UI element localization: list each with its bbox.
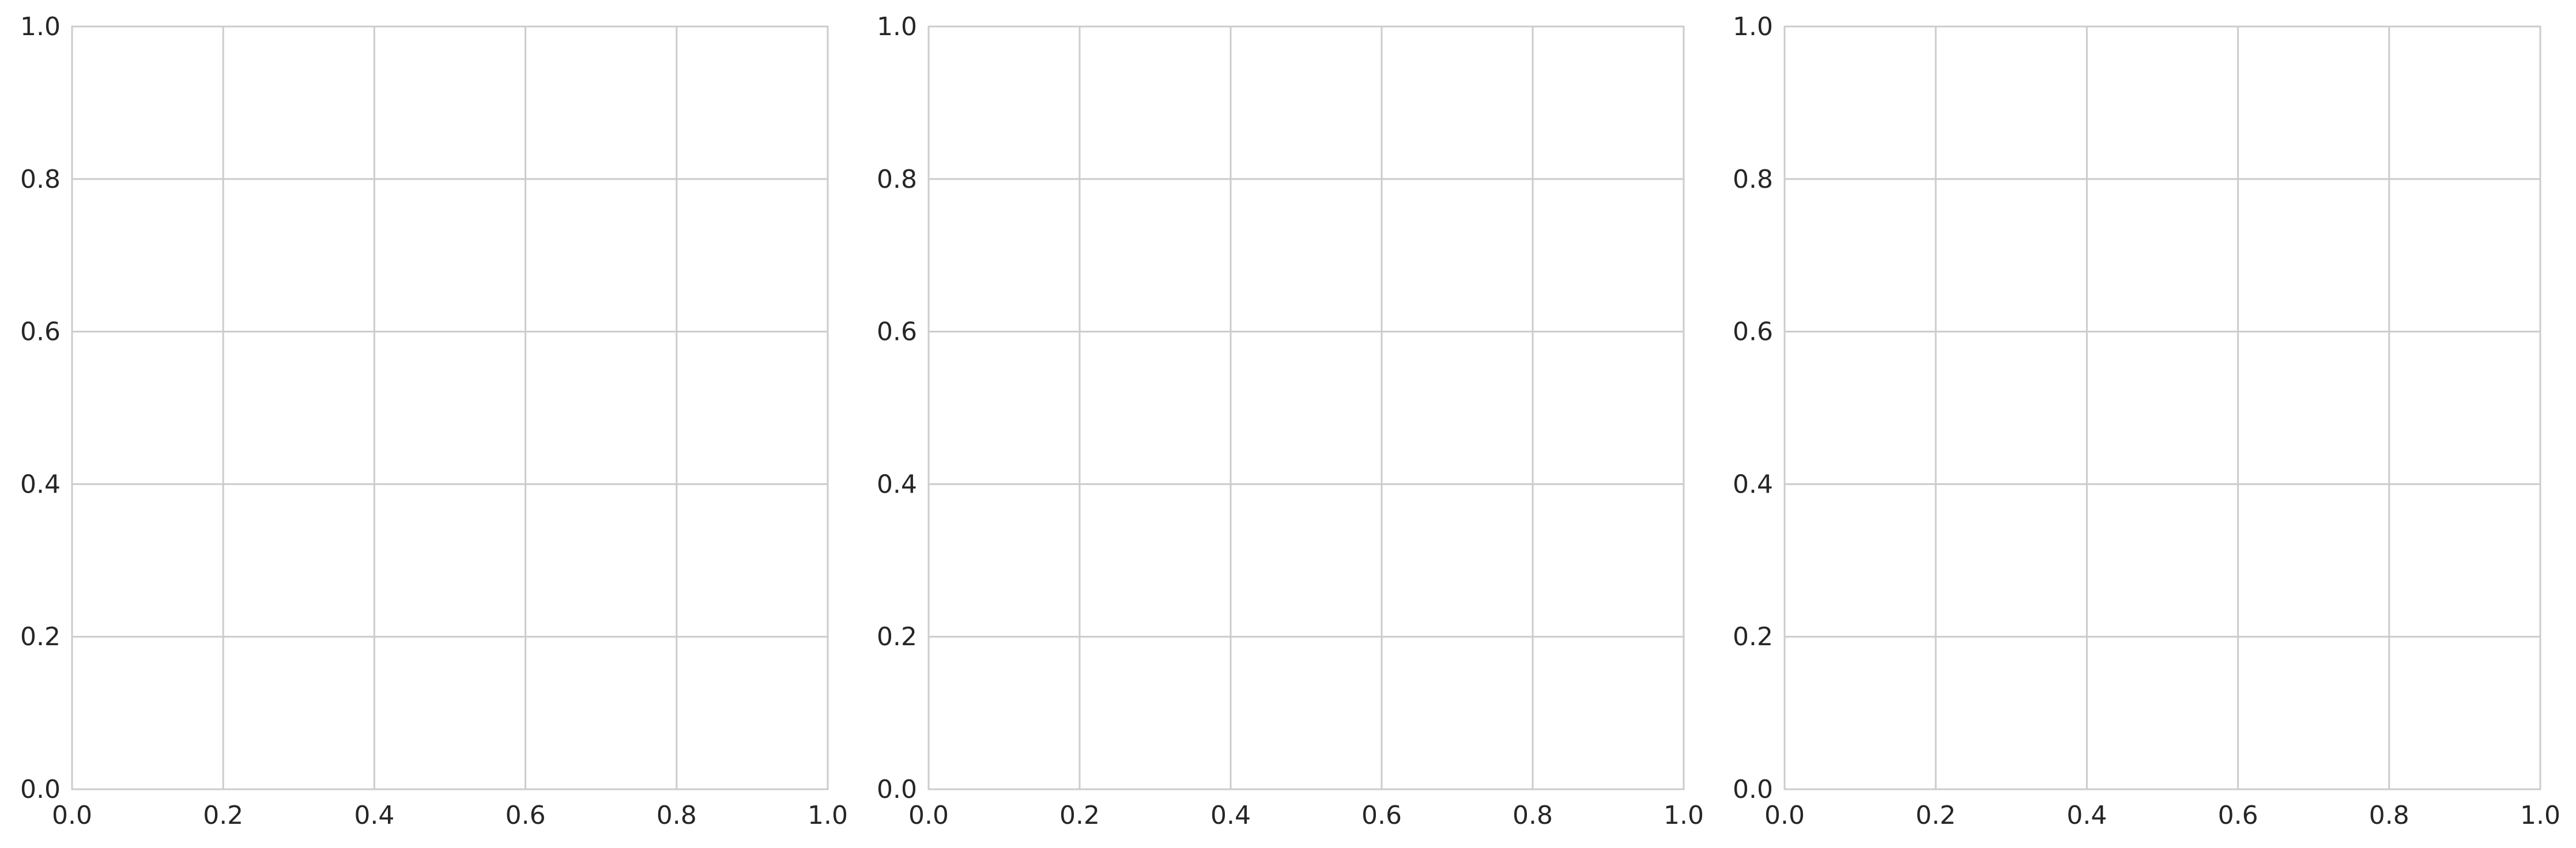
axes-2: 0.0 0.2 0.4 0.6 0.8 1.0 0.0 0.2 0.4 0.6 0.8 1.0 xyxy=(877,12,1704,830)
plot-area xyxy=(1785,26,2540,789)
axes-frame xyxy=(1783,25,2541,790)
x-tick-label: 0.8 xyxy=(1513,801,1553,830)
y-tick-label: 0.2 xyxy=(877,622,917,652)
x-tick-label: 0.2 xyxy=(203,801,243,830)
y-tick-label: 1.0 xyxy=(20,12,61,41)
axes-frame xyxy=(927,25,1685,790)
y-tick-label: 0.4 xyxy=(877,470,917,499)
y-tick-label: 0.2 xyxy=(1733,622,1773,652)
y-tick-label: 1.0 xyxy=(877,12,917,41)
x-tick-label: 0.2 xyxy=(1059,801,1100,830)
y-tick-label: 0.4 xyxy=(20,470,61,499)
y-tick-label: 0.6 xyxy=(1733,317,1773,347)
plot-area xyxy=(72,26,828,789)
y-tick-label: 0.2 xyxy=(20,622,61,652)
x-tick-label: 0.0 xyxy=(1764,801,1805,830)
axes-frame xyxy=(71,25,829,790)
y-tick-label: 0.8 xyxy=(20,165,61,194)
y-tick-label: 0.8 xyxy=(1733,165,1773,194)
x-tick-label: 0.6 xyxy=(1361,801,1402,830)
y-tick-label: 0.0 xyxy=(1733,775,1773,804)
y-tick-label: 0.6 xyxy=(20,317,61,347)
y-tick-label: 0.6 xyxy=(877,317,917,347)
axes-1: 0.0 0.2 0.4 0.6 0.8 1.0 0.0 0.2 0.4 0.6 0.8 1.0 xyxy=(20,12,848,830)
x-tick-label: 0.8 xyxy=(657,801,697,830)
axes-3: 0.0 0.2 0.4 0.6 0.8 1.0 0.0 0.2 0.4 0.6 0.8 1.0 xyxy=(1733,12,2560,830)
x-tick-label: 0.4 xyxy=(354,801,394,830)
x-tick-label: 0.4 xyxy=(2066,801,2107,830)
x-tick-label: 0.0 xyxy=(908,801,949,830)
y-tick-label: 0.4 xyxy=(1733,470,1773,499)
x-tick-label: 0.6 xyxy=(2218,801,2258,830)
y-tick-label: 0.8 xyxy=(877,165,917,194)
y-tick-label: 0.0 xyxy=(877,775,917,804)
y-tick-label: 0.0 xyxy=(20,775,61,804)
y-tick-label: 1.0 xyxy=(1733,12,1773,41)
x-tick-label: 1.0 xyxy=(1664,801,1704,830)
x-tick-label: 0.4 xyxy=(1210,801,1251,830)
x-tick-label: 0.2 xyxy=(1915,801,1956,830)
x-tick-label: 0.6 xyxy=(506,801,546,830)
x-tick-label: 0.0 xyxy=(52,801,92,830)
x-tick-label: 0.8 xyxy=(2369,801,2409,830)
plot-area xyxy=(929,26,1684,789)
x-tick-label: 1.0 xyxy=(808,801,848,830)
x-tick-label: 1.0 xyxy=(2520,801,2560,830)
